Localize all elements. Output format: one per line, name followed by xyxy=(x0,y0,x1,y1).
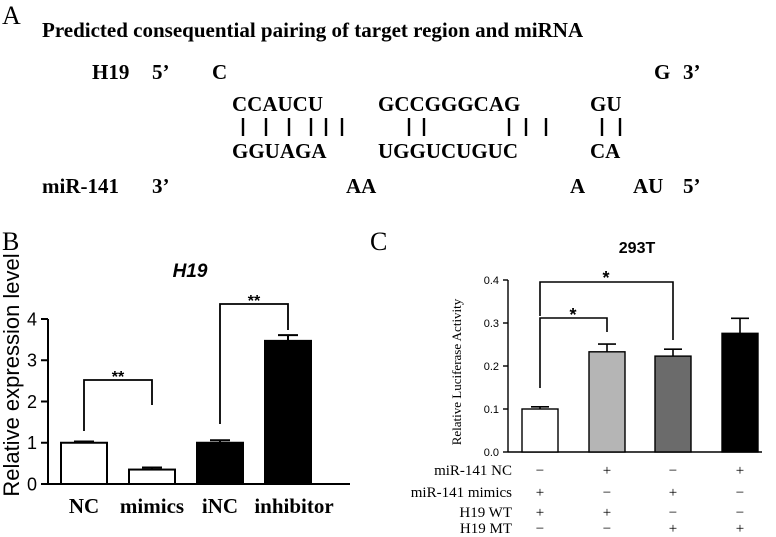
panel-c: C 293T Relative Luciferase Activity 0.00… xyxy=(370,227,762,537)
mir-segment-3: CA xyxy=(590,139,621,163)
h19-segment-1: CCAUCU xyxy=(232,92,323,116)
chart-c-y-tick-label: 0.4 xyxy=(484,275,499,287)
chart-b-bracket-1 xyxy=(83,379,153,431)
chart-c-condition-mark: + xyxy=(736,463,744,479)
chart-c-y-tick-label: 0.3 xyxy=(484,318,499,330)
chart-c-y-tick-label: 0.2 xyxy=(484,361,499,373)
chart-b-y-tick-label: 3 xyxy=(27,351,37,371)
chart-c-condition-mark: − xyxy=(736,485,744,501)
mir141-3prime: 3’ xyxy=(152,174,170,198)
chart-c-condition-mark: − xyxy=(536,521,544,537)
chart-b-bar xyxy=(264,339,312,485)
h19-overhang-left: C xyxy=(212,60,227,84)
mir-segment-2: UGGUCUGUC xyxy=(378,139,518,163)
chart-c-condition-mark: + xyxy=(736,521,744,537)
chart-c-condition-mark: − xyxy=(669,463,677,479)
chart-b-bar xyxy=(196,441,244,485)
chart-c-condition-mark: − xyxy=(603,521,611,537)
h19-overhang-right: G xyxy=(654,60,670,84)
chart-b-y-tick-label: 2 xyxy=(27,392,37,412)
chart-b-category-label: inhibitor xyxy=(254,494,333,518)
h19-segment-3: GU xyxy=(590,92,622,116)
chart-b-y-tick-label: 0 xyxy=(27,474,37,494)
chart-b-category-label: iNC xyxy=(202,494,238,518)
chart-c-row-label: miR-141 mimics xyxy=(411,485,512,501)
chart-b-sig-2: ** xyxy=(248,293,261,310)
chart-b-y-axis-label: Relative expression level xyxy=(0,253,24,496)
chart-c-sig-2: * xyxy=(602,268,609,288)
chart-c-condition-mark: − xyxy=(603,485,611,501)
chart-c-y-axis-label: Relative Luciferase Activity xyxy=(449,298,464,445)
mir141-5prime: 5’ xyxy=(683,174,701,198)
chart-b-sig-1: ** xyxy=(112,369,125,386)
panel-b-letter: B xyxy=(2,227,19,256)
chart-c-condition-mark: + xyxy=(669,485,677,501)
h19-label: H19 xyxy=(92,60,129,84)
chart-c-y-tick-label: 0.0 xyxy=(484,447,499,459)
chart-b-category-label: NC xyxy=(69,494,99,518)
chart-b-title: H19 xyxy=(173,261,208,282)
chart-c-condition-mark: + xyxy=(603,505,611,521)
chart-c-bar xyxy=(588,351,626,453)
chart-b-significance: ** ** xyxy=(83,293,289,431)
chart-c-condition-mark: + xyxy=(536,505,544,521)
chart-b-y-tick-label: 4 xyxy=(27,309,37,329)
panel-a-title: Predicted consequential pairing of targe… xyxy=(42,18,584,42)
chart-c-y-tick-label: 0.1 xyxy=(484,404,499,416)
chart-c-condition-mark: − xyxy=(536,463,544,479)
h19-3prime: 3’ xyxy=(683,60,701,84)
panel-b: B H19 Relative expression level 0 1 2 3 4 NC m… xyxy=(0,227,350,518)
chart-c-condition-mark: + xyxy=(536,485,544,501)
chart-b-category-label: mimics xyxy=(120,494,184,518)
mir-segment-1: GGUAGA xyxy=(232,139,327,163)
base-pair-bonds xyxy=(241,118,622,136)
chart-c-condition-mark: + xyxy=(603,463,611,479)
chart-c-title: 293T xyxy=(619,240,656,257)
chart-b-bracket-2 xyxy=(219,303,289,424)
chart-c-condition-table: miR-141 NC − + − +miR-141 mimics + − + −H19 WT + +… xyxy=(411,463,744,537)
chart-c-row-label: miR-141 NC xyxy=(434,463,512,479)
chart-b-bar xyxy=(60,441,108,485)
chart-b-y-tick-label: 1 xyxy=(27,433,37,453)
h19-segment-2: GCCGGGCAG xyxy=(378,92,520,116)
mir141-label: miR-141 xyxy=(42,174,119,198)
chart-b-bar xyxy=(128,468,176,485)
chart-c-condition-mark: − xyxy=(669,505,677,521)
panel-a-letter: A xyxy=(2,1,21,30)
mir141-loop-3: AU xyxy=(633,174,663,198)
panel-c-letter: C xyxy=(370,227,387,256)
chart-c-plot: 0.0 0.1 0.2 0.3 0.4 xyxy=(484,275,762,459)
chart-c-bar xyxy=(654,355,692,453)
chart-c-condition-mark: − xyxy=(736,505,744,521)
chart-c-sig-1: * xyxy=(569,305,576,325)
chart-c-bracket-1 xyxy=(539,317,608,388)
panel-a: A Predicted consequential pairing of tar… xyxy=(2,1,701,198)
mir141-loop-2: A xyxy=(570,174,586,198)
chart-c-condition-mark: + xyxy=(669,521,677,537)
chart-c-bar xyxy=(521,408,559,453)
h19-5prime: 5’ xyxy=(152,60,170,84)
chart-c-bracket-2 xyxy=(539,281,674,340)
chart-c-row-label: H19 WT xyxy=(459,505,512,521)
chart-c-significance: * * xyxy=(539,268,674,388)
mir141-loop-1: AA xyxy=(346,174,377,198)
chart-b-plot: 0 1 2 3 4 NC mimics iNC inhibitor xyxy=(27,309,350,518)
chart-c-bar xyxy=(721,332,759,453)
chart-c-row-label: H19 MT xyxy=(460,521,512,537)
